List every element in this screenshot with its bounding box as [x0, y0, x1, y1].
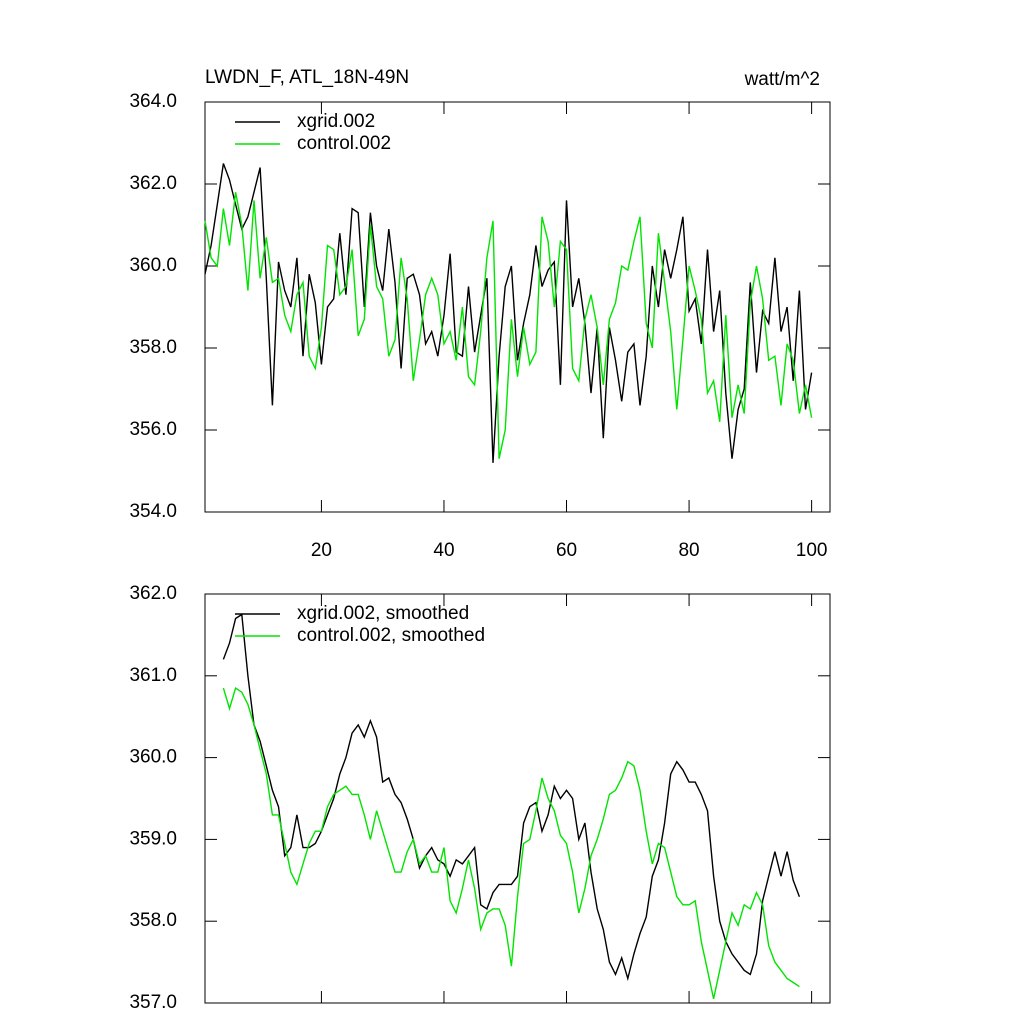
legend-label: xgrid.002: [297, 111, 375, 132]
y-tick-label: 364.0: [129, 91, 177, 112]
data-line: [222, 686, 800, 1000]
x-tick-label: 20: [311, 540, 332, 561]
legend-label: control.002: [297, 133, 391, 154]
units-label: watt/m^2: [744, 69, 820, 90]
plot-frame: [204, 101, 831, 513]
y-tick-label: 360.0: [129, 255, 177, 276]
x-tick-label: 60: [556, 540, 577, 561]
y-tick-label: 354.0: [129, 501, 177, 522]
y-tick-label: 359.0: [129, 828, 177, 849]
data-line: [204, 192, 813, 459]
x-tick-label: 80: [678, 540, 699, 561]
legend-label: control.002, smoothed: [297, 625, 485, 646]
x-tick-label: 100: [796, 540, 828, 561]
y-tick-label: 362.0: [129, 583, 177, 604]
data-line: [222, 613, 801, 982]
plot-frame: [204, 593, 831, 1004]
y-tick-label: 362.0: [129, 173, 177, 194]
y-tick-label: 356.0: [129, 419, 177, 440]
chart-title: LWDN_F, ATL_18N-49N: [205, 67, 409, 88]
y-tick-label: 358.0: [129, 910, 177, 931]
y-tick-label: 361.0: [129, 665, 177, 686]
y-tick-label: 358.0: [129, 337, 177, 358]
x-tick-label: 40: [433, 540, 454, 561]
legend-label: xgrid.002, smoothed: [297, 603, 469, 624]
y-tick-label: 357.0: [129, 992, 177, 1013]
y-tick-label: 360.0: [129, 747, 177, 768]
